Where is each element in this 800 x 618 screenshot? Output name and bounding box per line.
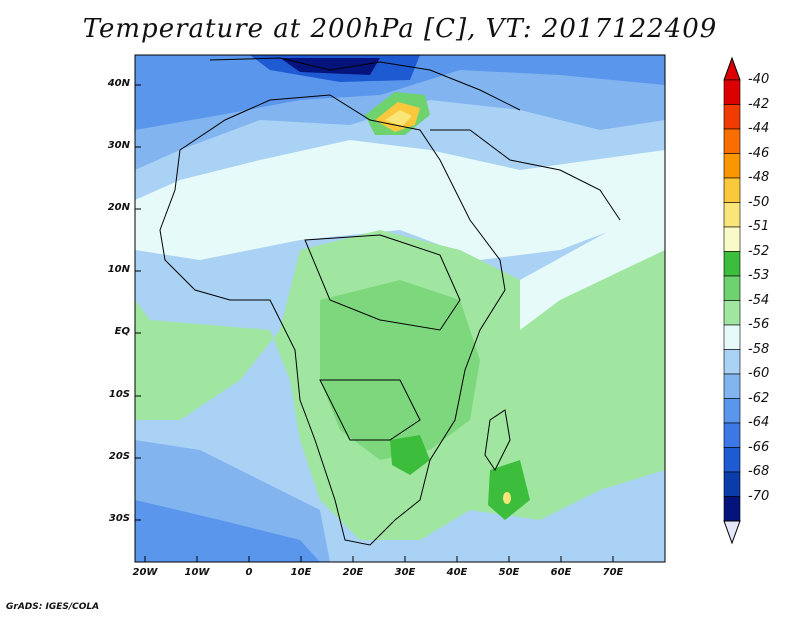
- colorbar-label: -50: [748, 194, 770, 210]
- lat-label: 30S: [108, 513, 130, 524]
- colorbar-segment: [723, 496, 741, 522]
- colorbar-label: -51: [748, 219, 770, 234]
- coastlines: [159, 57, 621, 546]
- lon-label: 0: [245, 567, 253, 578]
- colorbar-segment: [723, 300, 741, 326]
- colorbar-label: -62: [748, 390, 770, 406]
- lat-label: 20N: [107, 202, 130, 213]
- lat-label: 20S: [108, 451, 130, 462]
- colorbar-segment: [723, 349, 741, 375]
- colorbar-label: -56: [748, 317, 770, 332]
- credit-text: GrADS: IGES/COLA: [6, 602, 100, 612]
- colorbar-segment: [723, 422, 741, 448]
- lon-label: 20W: [132, 567, 158, 578]
- colorbar-bottom-arrow: [723, 520, 741, 545]
- colorbar-segment: [723, 202, 741, 228]
- lat-label: 40N: [107, 78, 130, 89]
- lon-label: 70E: [602, 567, 624, 578]
- colorbar-label: -54: [748, 292, 770, 308]
- colorbar-segment: [723, 177, 741, 203]
- colorbar-top-arrow: [723, 56, 741, 81]
- colorbar-segment: [723, 128, 741, 154]
- lon-label: 20E: [342, 567, 364, 578]
- colorbar-segment: [723, 226, 741, 252]
- lat-label: 10S: [108, 389, 130, 400]
- colorbar-label: -60: [748, 366, 770, 381]
- colorbar-segment: [723, 275, 741, 301]
- lat-label: 30N: [107, 140, 130, 151]
- lon-label: 40E: [446, 567, 468, 578]
- lon-label: 50E: [498, 567, 520, 578]
- colorbar-segment: [723, 471, 741, 497]
- lon-label: 30E: [394, 567, 416, 578]
- axis-ticks: [135, 84, 614, 562]
- colorbar-segment: [723, 324, 741, 350]
- colorbar-segment: [723, 398, 741, 424]
- colorbar-segment: [723, 79, 741, 105]
- colorbar-label: -40: [748, 72, 770, 87]
- colorbar-label: -48: [748, 170, 770, 185]
- temperature-field: [135, 55, 665, 562]
- colorbar-label: -58: [748, 341, 770, 357]
- lon-label: 10W: [184, 567, 210, 578]
- colorbar-label: -66: [748, 439, 770, 455]
- map-title: Temperature at 200hPa [C], VT: 201712240…: [82, 14, 718, 44]
- lat-label: EQ: [114, 326, 130, 337]
- colorbar-segment: [723, 251, 741, 277]
- lon-label: 60E: [550, 567, 572, 578]
- colorbar-label: -44: [748, 121, 770, 136]
- colorbar-label: -64: [748, 415, 770, 430]
- colorbar-label: -52: [748, 243, 770, 259]
- colorbar-segment: [723, 153, 741, 179]
- colorbar-label: -53: [748, 268, 770, 283]
- colorbar-segment: [723, 447, 741, 473]
- colorbar-label: -46: [748, 145, 770, 161]
- colorbar-segment: [723, 104, 741, 130]
- colorbar-label: -42: [748, 96, 770, 112]
- colorbar-label: -70: [748, 488, 770, 504]
- lon-label: 10E: [290, 567, 312, 578]
- colorbar: [723, 56, 741, 545]
- colorbar-segment: [723, 373, 741, 399]
- lat-label: 10N: [107, 264, 130, 275]
- plot-frame: [134, 54, 666, 563]
- colorbar-label: -68: [748, 464, 770, 479]
